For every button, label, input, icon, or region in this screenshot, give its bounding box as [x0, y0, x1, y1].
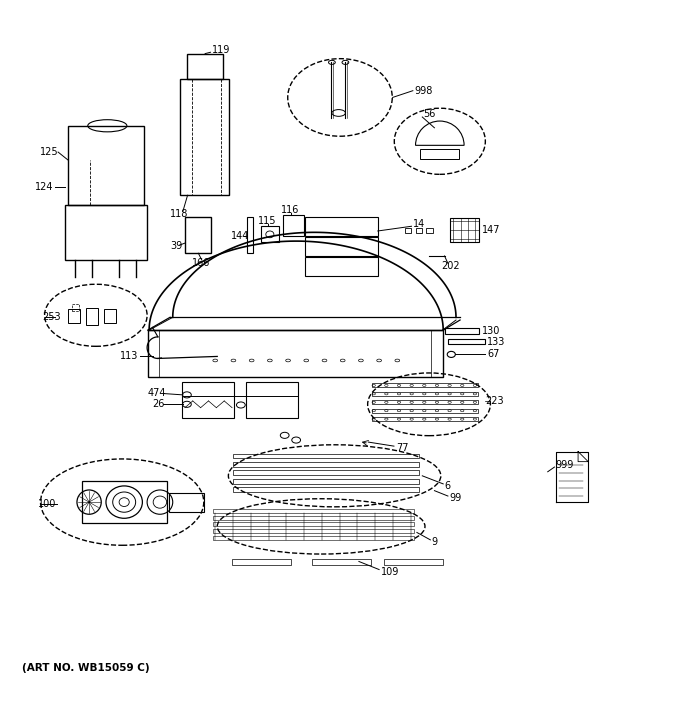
Bar: [180, 79, 229, 195]
Bar: [182, 382, 234, 418]
Text: 474: 474: [148, 388, 167, 398]
Bar: [448, 339, 485, 344]
Bar: [214, 536, 413, 540]
Bar: [372, 384, 478, 387]
Bar: [372, 417, 478, 421]
Text: 113: 113: [120, 352, 138, 362]
Bar: [426, 228, 433, 233]
Bar: [450, 218, 479, 242]
Text: 118: 118: [170, 209, 188, 219]
Text: 115: 115: [258, 216, 276, 226]
Text: 39: 39: [170, 241, 182, 252]
Bar: [214, 522, 413, 526]
Bar: [233, 478, 419, 484]
Text: 119: 119: [212, 44, 231, 54]
Text: 6: 6: [445, 481, 451, 491]
Text: 130: 130: [481, 326, 500, 336]
Bar: [305, 257, 378, 276]
Bar: [68, 125, 143, 205]
Bar: [72, 304, 79, 311]
Bar: [261, 226, 279, 242]
Text: (ART NO. WB15059 C): (ART NO. WB15059 C): [22, 663, 150, 673]
Bar: [245, 382, 299, 418]
Text: 144: 144: [231, 231, 249, 241]
Bar: [148, 330, 443, 377]
Text: 223: 223: [486, 396, 505, 406]
Text: 124: 124: [35, 182, 54, 192]
Text: 100: 100: [38, 499, 56, 509]
Bar: [169, 493, 204, 513]
Text: 14: 14: [413, 219, 425, 229]
Text: 147: 147: [481, 225, 500, 236]
Bar: [214, 509, 413, 513]
Bar: [233, 487, 419, 492]
Bar: [232, 559, 292, 565]
Text: 166: 166: [192, 257, 210, 268]
Text: 56: 56: [423, 109, 435, 120]
Bar: [214, 529, 413, 533]
Text: 125: 125: [40, 147, 58, 157]
Text: 99: 99: [449, 493, 462, 503]
Bar: [311, 559, 371, 565]
Text: 26: 26: [152, 399, 165, 410]
Bar: [445, 328, 479, 334]
Bar: [372, 400, 478, 405]
Bar: [86, 308, 98, 326]
Bar: [68, 309, 80, 323]
Text: 9: 9: [432, 537, 438, 547]
Text: 253: 253: [42, 312, 61, 322]
Bar: [372, 392, 478, 396]
Bar: [233, 471, 419, 475]
Text: 77: 77: [396, 443, 409, 453]
Text: 998: 998: [414, 86, 432, 96]
Bar: [415, 228, 422, 233]
Bar: [233, 462, 419, 467]
Bar: [247, 218, 253, 253]
Text: 202: 202: [441, 261, 460, 271]
Bar: [372, 409, 478, 413]
Bar: [187, 54, 222, 79]
Bar: [420, 149, 459, 159]
Text: 116: 116: [282, 205, 300, 215]
Text: 67: 67: [487, 349, 499, 360]
Bar: [284, 215, 303, 236]
Bar: [305, 217, 378, 236]
Text: 109: 109: [381, 566, 399, 576]
Bar: [65, 205, 147, 260]
Bar: [104, 309, 116, 323]
Bar: [405, 228, 411, 233]
Text: 999: 999: [556, 460, 574, 470]
Bar: [384, 559, 443, 565]
Bar: [305, 237, 378, 256]
Bar: [185, 218, 211, 253]
Bar: [82, 481, 167, 523]
Bar: [233, 454, 419, 458]
Bar: [214, 515, 413, 520]
Text: 133: 133: [487, 336, 505, 347]
